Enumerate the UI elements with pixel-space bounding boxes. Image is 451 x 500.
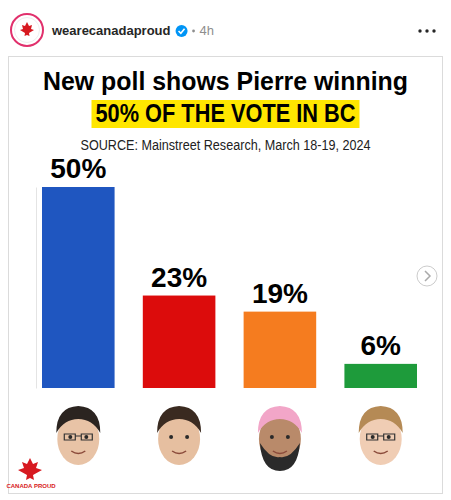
chart-svg: wearecanadaproud 4h New poll shows Pierre … (0, 0, 451, 500)
logo-leaf (18, 458, 42, 480)
portrait-beard (260, 443, 300, 471)
portraits (56, 406, 402, 471)
data-label: 19% (252, 278, 308, 309)
portrait (157, 406, 201, 465)
portrait-hair (258, 406, 302, 433)
chart-subtitle: 50% OF THE VOTE IN BC (96, 99, 356, 127)
avatar-leaf (20, 22, 34, 36)
logo-text: CANADA PROUD (6, 483, 56, 489)
chart-root: wearecanadaproud 4h New poll shows Pierre … (0, 0, 451, 500)
avatar (15, 18, 40, 43)
portrait-glasses (64, 434, 92, 440)
data-label: 6% (360, 330, 401, 361)
subtitle-group: 50% OF THE VOTE IN BC (92, 99, 360, 128)
post-time: 4h (200, 23, 214, 38)
y-axis (36, 188, 37, 389)
portrait-eye (68, 435, 72, 439)
portrait-hair (359, 406, 403, 433)
chart-title: New poll shows Pierre winning (43, 67, 408, 95)
bar (143, 296, 216, 388)
verified-badge (176, 25, 188, 37)
portrait-eye (185, 435, 189, 439)
portrait-eye (387, 435, 391, 439)
y-axis-line (36, 188, 37, 389)
portrait-mouth (71, 451, 85, 454)
chart-source: SOURCE: Mainstreet Research, March 18-19… (81, 137, 371, 153)
portrait-eye (371, 435, 375, 439)
portrait-mouth (374, 451, 388, 454)
portrait-eye (169, 435, 173, 439)
data-label: 23% (151, 262, 207, 293)
portrait-eye (286, 435, 290, 439)
more-icon-dot[interactable] (418, 29, 421, 32)
bar (244, 312, 317, 388)
bars (42, 187, 417, 388)
bar (344, 364, 417, 388)
post-header: wearecanadaproud 4h (11, 14, 436, 46)
portrait-glasses (367, 434, 395, 440)
bar (42, 187, 115, 388)
portrait-hair (56, 406, 100, 433)
avatar-ring (11, 14, 43, 46)
more-icon-dot[interactable] (432, 29, 435, 32)
portrait-eye (270, 435, 274, 439)
data-labels: 50% 23% 19% 6% (50, 153, 401, 361)
data-label: 50% (50, 153, 106, 184)
carousel-next[interactable] (417, 266, 437, 286)
portrait-mouth (273, 451, 287, 454)
carousel-next-chevron (425, 271, 430, 281)
portrait (359, 406, 403, 465)
portrait (56, 406, 100, 465)
post-card (9, 57, 443, 494)
more-icon-dot[interactable] (425, 29, 428, 32)
subtitle-highlight (92, 100, 360, 128)
verified-check (179, 29, 185, 34)
portrait-eye (84, 435, 88, 439)
portrait-mouth (172, 451, 186, 454)
separator-dot (192, 30, 195, 33)
account-name: wearecanadaproud (51, 23, 171, 38)
portrait-hair (157, 406, 201, 433)
portrait (258, 406, 302, 471)
